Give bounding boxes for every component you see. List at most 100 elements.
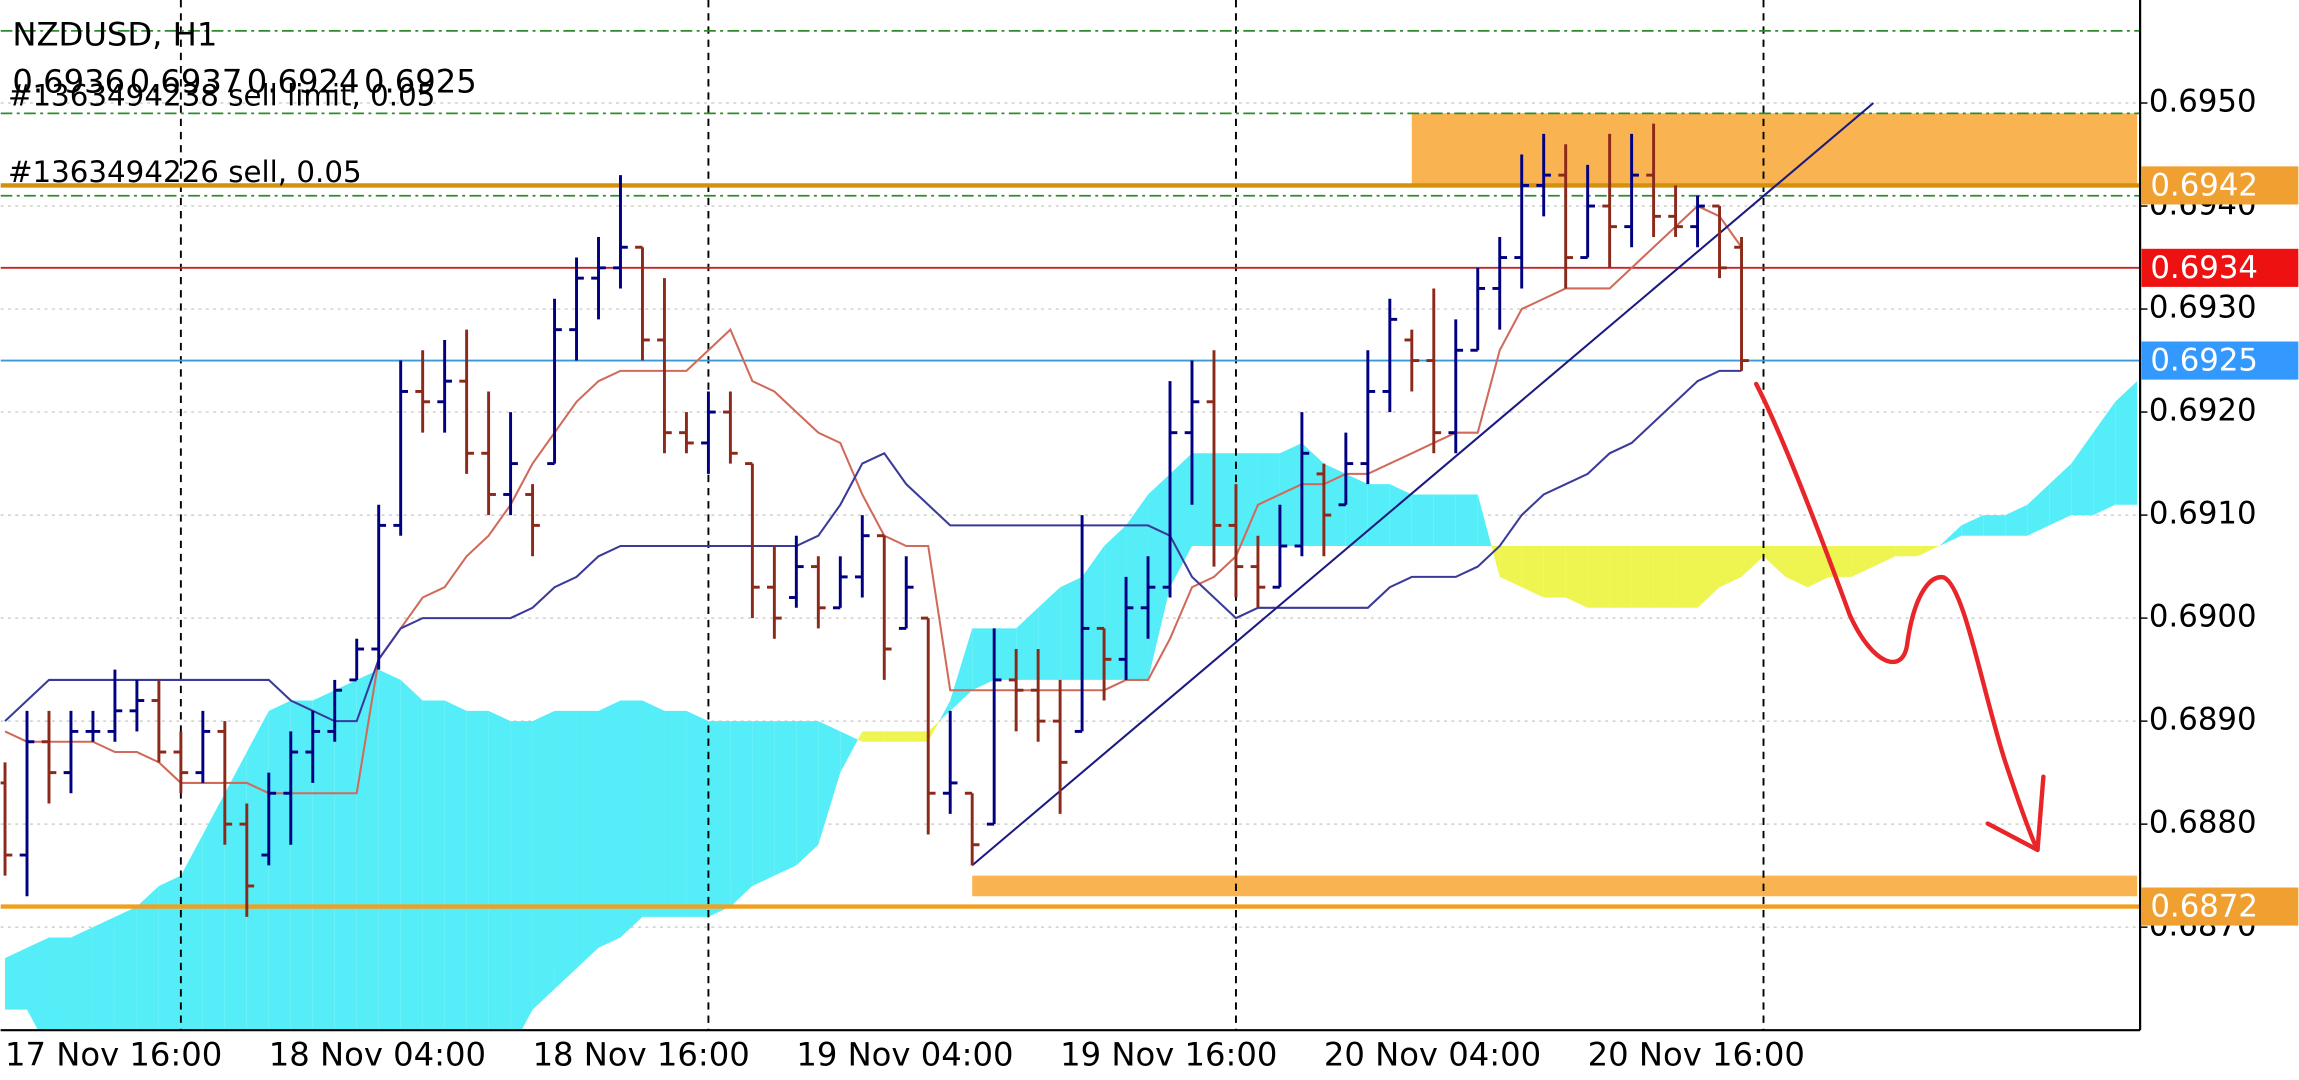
cloud-segment — [114, 906, 137, 1031]
indicator-line — [4, 204, 1743, 795]
price-badge — [2141, 166, 2299, 205]
cloud-segment — [1191, 453, 1214, 546]
cloud-segment — [1653, 545, 1676, 608]
cloud-segment — [752, 721, 775, 886]
cloud-segment — [1455, 494, 1478, 546]
zone — [972, 875, 2138, 897]
cloud-segment — [1367, 484, 1390, 546]
zone — [1411, 113, 2138, 186]
cloud-segment — [1038, 587, 1061, 680]
cloud-segment — [664, 710, 687, 917]
cloud-segment — [1279, 442, 1302, 546]
cloud-segment — [180, 834, 203, 1031]
cloud-segment — [1433, 494, 1456, 546]
plot-area: #1363494238 sell limit, 0.05 #1363494226 … — [0, 0, 2141, 1031]
cloud-segment — [1235, 453, 1258, 546]
price-badge — [2141, 341, 2299, 380]
cloud-segment — [2071, 432, 2094, 516]
cloud-segment — [686, 710, 709, 917]
cloud-segment — [1060, 576, 1083, 680]
cloud-segment — [158, 875, 181, 1031]
order-label: #1363494238 sell limit, 0.05 — [8, 79, 435, 113]
price-badge-label: 0.6925 — [2150, 343, 2258, 379]
cloud-segment — [1126, 494, 1149, 680]
cloud-segment — [1213, 453, 1236, 546]
cloud-segment — [598, 700, 621, 948]
cloud-segment — [1917, 545, 1940, 557]
cloud-segment — [312, 690, 335, 1031]
cloud-segment — [1016, 607, 1039, 680]
cloud-segment — [5, 947, 28, 1010]
header-open: 0.6936 — [12, 63, 125, 101]
x-tick-label: 17 Nov 16:00 — [5, 1036, 222, 1074]
cloud-segment — [972, 628, 995, 691]
y-tick-label: 0.6930 — [2149, 290, 2257, 326]
price-badge-label: 0.6942 — [2150, 167, 2258, 203]
cloud-segment — [2049, 463, 2072, 526]
arrow-head — [1985, 774, 2046, 853]
cloud-segment — [906, 731, 929, 742]
cloud-segment — [400, 679, 423, 1031]
cloud-segment — [1543, 545, 1566, 598]
price-badge — [2141, 887, 2299, 926]
y-tick-label: 0.6890 — [2149, 702, 2257, 738]
cloud-segment — [1961, 515, 1984, 536]
cloud-segment — [1807, 545, 1830, 588]
cloud-segment — [884, 731, 907, 742]
cloud-segment — [1499, 545, 1522, 588]
price-badge-label: 0.6872 — [2150, 889, 2258, 925]
cloud-segment — [554, 710, 577, 989]
cloud-segment — [488, 710, 511, 1031]
hand-drawn-arrow — [1753, 381, 2040, 853]
cloud-segment — [510, 721, 533, 1031]
cloud-segment — [994, 628, 1017, 680]
cloud-segment — [1675, 545, 1698, 608]
y-tick-label: 0.6920 — [2149, 393, 2257, 429]
cloud-segment — [857, 731, 863, 742]
cloud-segment — [422, 700, 445, 1031]
cloud-segment — [48, 937, 71, 1031]
cloud-segment — [1148, 473, 1171, 680]
cloud-segment — [1477, 494, 1492, 546]
x-tick-label: 18 Nov 04:00 — [269, 1036, 486, 1074]
cloud-segment — [1741, 545, 1764, 577]
cloud-segment — [466, 710, 489, 1031]
cloud-segment — [2115, 381, 2138, 505]
price-badge-label: 0.6934 — [2150, 250, 2258, 286]
x-tick-label: 20 Nov 16:00 — [1588, 1036, 1805, 1074]
cloud-segment — [730, 721, 753, 907]
y-tick-label: 0.6950 — [2149, 84, 2257, 120]
cloud-segment — [136, 885, 159, 1031]
cloud-segment — [1631, 545, 1654, 608]
y-tick-label: 0.6910 — [2149, 496, 2257, 532]
header-low: 0.6924 — [247, 63, 360, 101]
chart-title: NZDUSD, H1 — [12, 16, 217, 54]
cloud-segment — [862, 731, 885, 742]
cloud-segment — [1565, 545, 1588, 608]
cloud-segment — [532, 710, 555, 1010]
cloud-segment — [576, 710, 599, 969]
cloud-segment — [290, 700, 313, 1031]
cloud-segment — [1873, 545, 1896, 567]
cloud-segment — [2027, 484, 2050, 536]
cloud-segment — [1587, 545, 1610, 608]
cloud-segment — [268, 700, 291, 1031]
cloud-segment — [1939, 525, 1962, 546]
y-tick-label: 0.6880 — [2149, 805, 2257, 841]
cloud-segment — [246, 710, 269, 1031]
cloud-segment — [1170, 453, 1192, 588]
cloud-segment — [1411, 494, 1434, 546]
cloud-segment — [202, 793, 225, 1031]
cloud-segment — [708, 721, 731, 917]
cloud-segment — [1301, 442, 1324, 546]
cloud-segment — [818, 721, 841, 845]
x-tick-label: 18 Nov 16:00 — [533, 1036, 750, 1074]
cloud-segment — [840, 731, 858, 773]
cloud-segment — [92, 916, 115, 1031]
y-tick-label: 0.6900 — [2149, 599, 2257, 635]
cloud-segment — [928, 721, 940, 742]
header-close: 0.6925 — [364, 63, 477, 101]
